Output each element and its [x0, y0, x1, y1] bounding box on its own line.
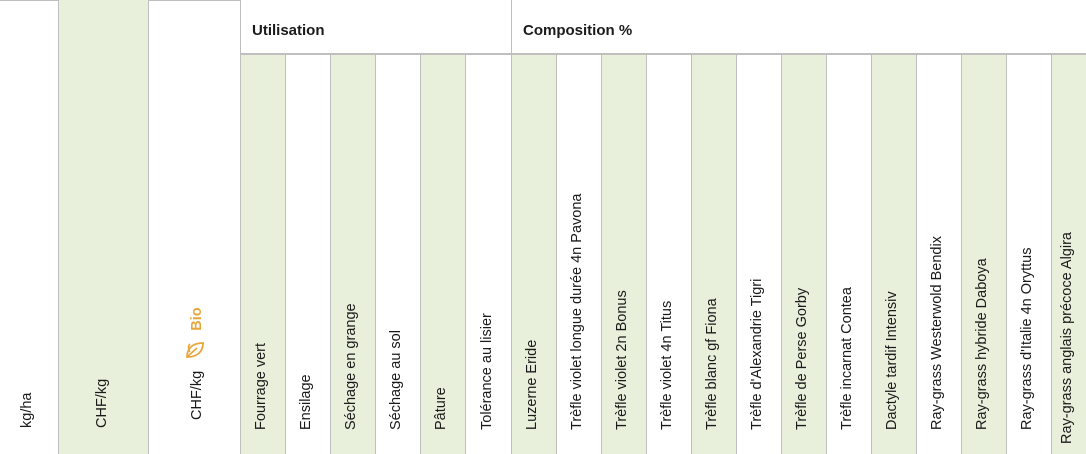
col-utilisation: Séchage au sol	[375, 54, 420, 454]
col-label: Ensilage	[298, 374, 314, 430]
col-label: Séchage en grange	[343, 303, 359, 430]
col-label: Trèfle de Perse Gorby	[794, 288, 810, 430]
col-label: Trèfle incarnat Contea	[839, 287, 855, 430]
col-label: CHF/kg	[188, 371, 204, 420]
group-title: Utilisation	[252, 22, 325, 39]
col-composition: Luzerne Eride	[511, 54, 556, 454]
col-label: Trèfle blanc gf Fiona	[704, 298, 720, 430]
col-utilisation: Tolérance au lisier	[465, 54, 511, 454]
col-composition: Trèfle violet 4n Titus	[646, 54, 691, 454]
col-label: Tolérance au lisier	[479, 313, 495, 430]
col-composition: Trèfle violet longue durée 4n Pavona	[556, 54, 601, 454]
col-label: Ray-grass hybride Daboya	[974, 258, 990, 430]
col-composition: Dactyle tardif Intensiv	[871, 54, 916, 454]
col-label: Trèfle violet 2n Bonus	[614, 290, 630, 430]
col-label: Pâture	[433, 387, 449, 430]
col-composition: Trèfle incarnat Contea	[826, 54, 871, 454]
col-label: Dactyle tardif Intensiv	[884, 291, 900, 430]
col-chf-kg-bio: CHF/kg Bio	[148, 0, 240, 454]
group-header-utilisation: Utilisation	[240, 0, 511, 54]
col-composition: Ray-grass hybride Daboya	[961, 54, 1006, 454]
group-header-composition: Composition %	[511, 0, 1086, 54]
col-composition: Trèfle blanc gf Fiona	[691, 54, 736, 454]
bio-badge: Bio	[188, 307, 204, 330]
col-utilisation: Séchage en grange	[330, 54, 375, 454]
col-label: CHF/kg	[94, 379, 110, 428]
col-composition: Trèfle violet 2n Bonus	[601, 54, 646, 454]
col-chf-kg: CHF/kg	[58, 0, 148, 454]
col-label: Ray-grass anglais précoce Algira	[1059, 232, 1075, 444]
col-label: Ray-grass d'Italie 4n Oryttus	[1019, 248, 1035, 430]
col-utilisation: Fourrage vert	[240, 54, 285, 454]
col-utilisation: Ensilage	[285, 54, 330, 454]
col-composition: Ray-grass Westerwold Bendix	[916, 54, 961, 454]
col-kg-ha: kg/ha	[0, 0, 58, 454]
col-label: Trèfle violet 4n Titus	[659, 301, 675, 430]
leaf-icon	[185, 339, 209, 361]
col-composition: Ray-grass anglais précoce Algira	[1051, 54, 1086, 454]
col-label: Luzerne Eride	[524, 340, 540, 430]
col-composition: Trèfle d'Alexandrie Tigri	[736, 54, 781, 454]
col-label-bio: CHF/kg Bio	[185, 307, 209, 420]
col-label: Séchage au sol	[388, 330, 404, 430]
col-label: Trèfle d'Alexandrie Tigri	[749, 279, 765, 430]
col-label: kg/ha	[19, 393, 35, 428]
col-label: Trèfle violet longue durée 4n Pavona	[569, 194, 585, 430]
col-label: Fourrage vert	[253, 343, 269, 430]
col-utilisation: Pâture	[420, 54, 465, 454]
col-composition: Trèfle de Perse Gorby	[781, 54, 826, 454]
col-label: Ray-grass Westerwold Bendix	[929, 236, 945, 430]
col-composition: Ray-grass d'Italie 4n Oryttus	[1006, 54, 1051, 454]
group-title: Composition %	[523, 22, 632, 39]
